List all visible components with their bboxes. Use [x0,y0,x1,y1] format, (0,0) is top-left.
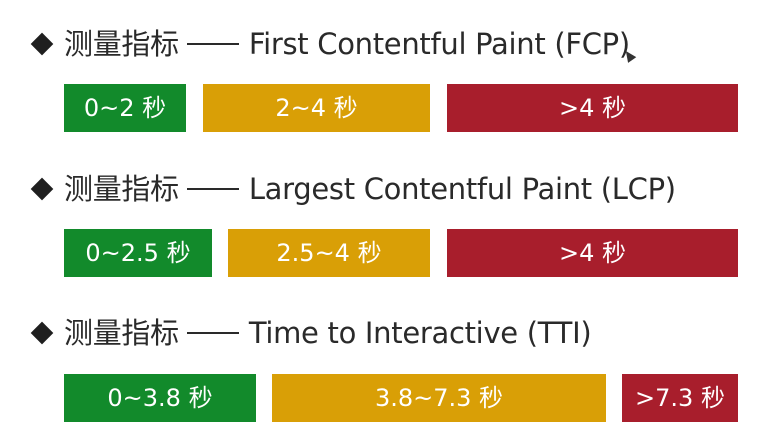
metric-name: First Contentful Paint (FCP) [248,27,630,61]
metric-prefix: 测量指标 [64,316,179,350]
em-dash-divider [186,332,239,334]
metric-prefix: 测量指标 [64,172,179,206]
diamond-bullet-icon [30,321,54,345]
range-bar-poor: >4 秒 [447,84,738,132]
metric-prefix: 测量指标 [64,27,179,61]
em-dash-divider [186,43,239,45]
metric-name: Largest Contentful Paint (LCP) [248,172,676,206]
range-bar-good: 0~3.8 秒 [64,374,256,422]
range-bar-moderate: 2~4 秒 [203,84,430,132]
metric-heading: 测量指标 First Contentful Paint (FCP) [30,22,630,66]
range-bar-poor: >4 秒 [447,229,738,277]
range-bar-poor: >7.3 秒 [622,374,738,422]
range-bar-moderate: 2.5~4 秒 [228,229,430,277]
metric-heading: 测量指标 Time to Interactive (TTI) [30,311,592,355]
diamond-bullet-icon [30,177,54,201]
range-bar-good: 0~2 秒 [64,84,186,132]
range-bar-moderate: 3.8~7.3 秒 [272,374,606,422]
range-bar-good: 0~2.5 秒 [64,229,212,277]
diamond-bullet-icon [30,32,54,56]
metric-name: Time to Interactive (TTI) [248,316,592,350]
em-dash-divider [186,188,239,190]
metric-heading: 测量指标 Largest Contentful Paint (LCP) [30,167,676,211]
